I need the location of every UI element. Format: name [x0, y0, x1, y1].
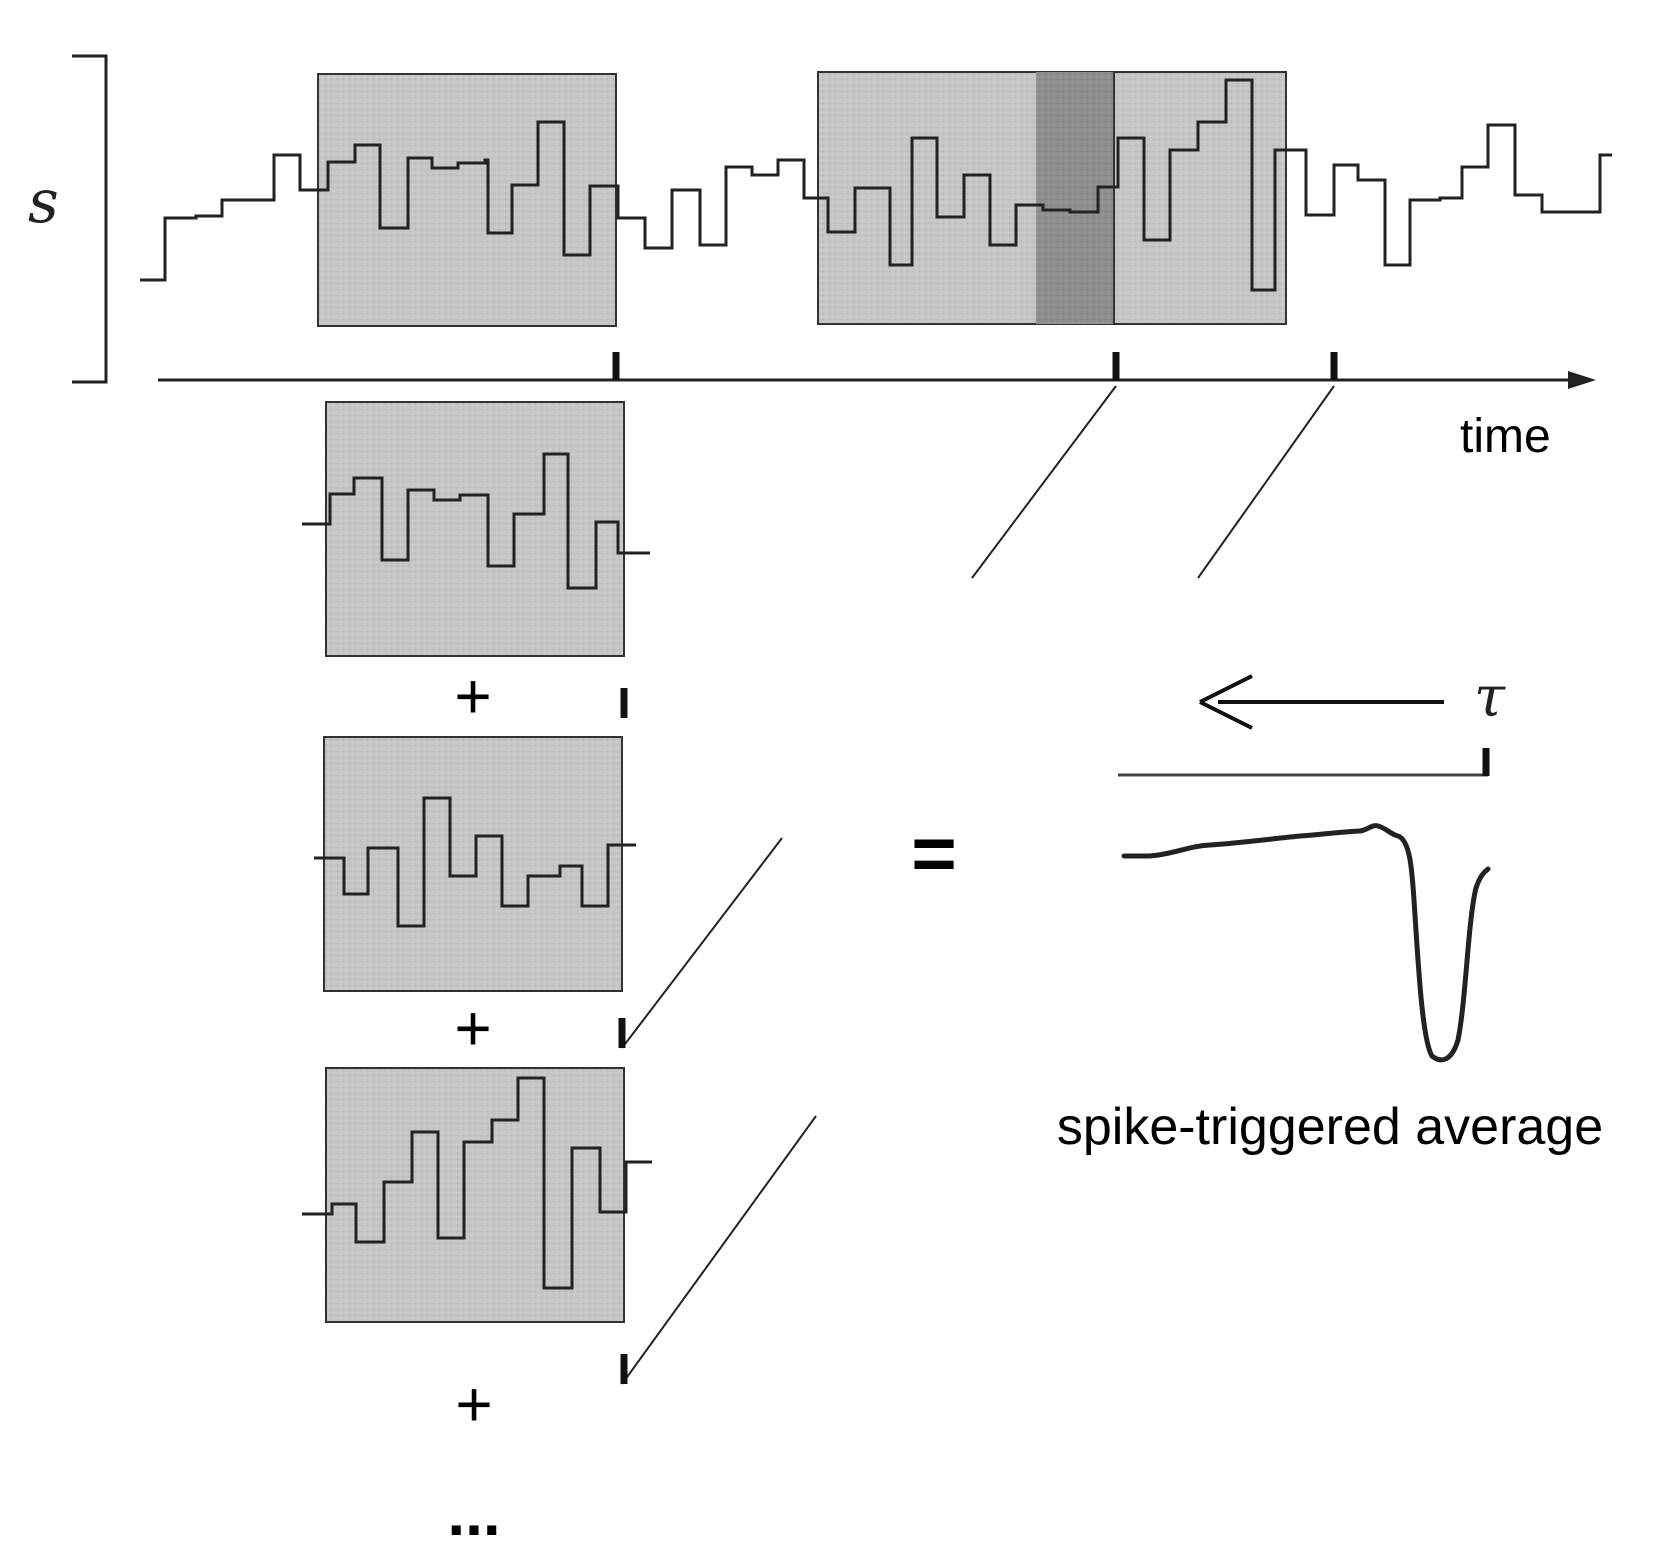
projection-line — [1197, 385, 1335, 579]
snippet-trace — [302, 452, 650, 590]
sta-curve — [1121, 823, 1491, 1063]
snippet-trace — [302, 1076, 652, 1290]
equals-sign: = — [911, 809, 957, 897]
plus-sign: + — [454, 992, 491, 1064]
spike-window-1 — [317, 73, 617, 327]
projection-line — [971, 385, 1117, 579]
sta-label: spike-triggered average — [1057, 1098, 1603, 1156]
stimulus-bracket — [72, 54, 108, 384]
snippet-window — [325, 401, 625, 657]
window-overlap-region — [1036, 72, 1114, 324]
projection-line — [621, 837, 783, 1049]
time-axis-arrowhead — [1568, 371, 1596, 389]
projection-line — [621, 1115, 817, 1385]
plus-sign: + — [454, 660, 491, 732]
tau-label: τ — [1474, 665, 1506, 730]
tau-arrowhead — [1199, 674, 1253, 730]
snippet-trace — [314, 796, 636, 928]
plus-sign: + — [455, 1368, 492, 1440]
time-axis-label: time — [1460, 410, 1551, 463]
stimulus-trace — [140, 78, 1612, 292]
snippet-window — [323, 736, 623, 992]
ellipsis: ... — [447, 1477, 500, 1549]
snippet-window — [325, 1067, 625, 1323]
stimulus-label: s — [28, 167, 59, 237]
